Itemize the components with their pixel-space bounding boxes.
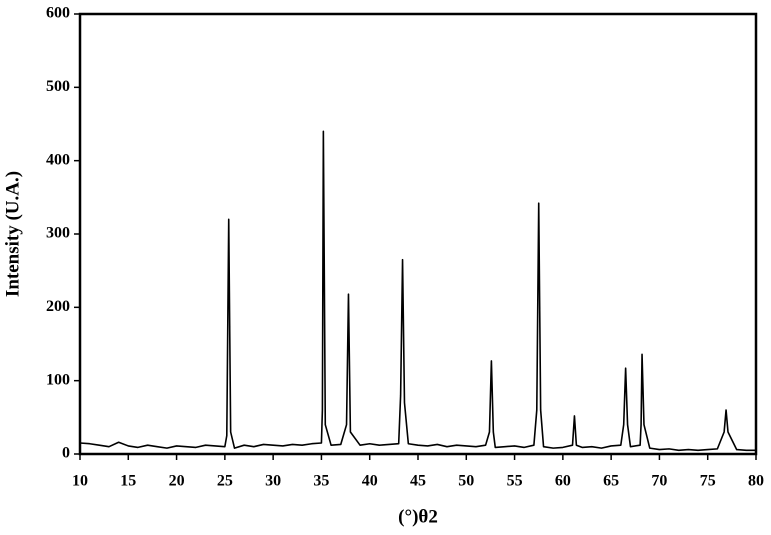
y-tick-label: 200: [46, 298, 70, 315]
y-tick-label: 500: [46, 78, 70, 95]
x-tick-label: 80: [748, 473, 764, 490]
x-tick-label: 40: [362, 473, 378, 490]
y-tick-label: 300: [46, 225, 70, 242]
y-tick-label: 0: [62, 445, 70, 462]
y-axis-title: Intensity (U.A.): [2, 171, 23, 297]
x-tick-label: 45: [410, 473, 426, 490]
x-tick-label: 70: [651, 473, 667, 490]
x-tick-label: 10: [72, 473, 88, 490]
x-tick-label: 20: [169, 473, 185, 490]
y-tick-label: 100: [46, 371, 70, 388]
x-tick-label: 15: [120, 473, 136, 490]
x-tick-label: 50: [458, 473, 474, 490]
y-tick-label: 600: [46, 5, 70, 22]
xrd-line: [79, 130, 756, 452]
plot-frame: [78, 12, 758, 456]
x-tick-label: 75: [700, 473, 716, 490]
x-tick-label: 30: [265, 473, 281, 490]
x-tick-label: 60: [555, 473, 571, 490]
x-tick-label: 25: [217, 473, 233, 490]
y-tick-label: 400: [46, 151, 70, 168]
x-tick-label: 65: [603, 473, 619, 490]
x-axis-title: (°)θ2: [398, 506, 438, 527]
x-tick-label: 35: [313, 473, 329, 490]
x-tick-label: 55: [507, 473, 523, 490]
